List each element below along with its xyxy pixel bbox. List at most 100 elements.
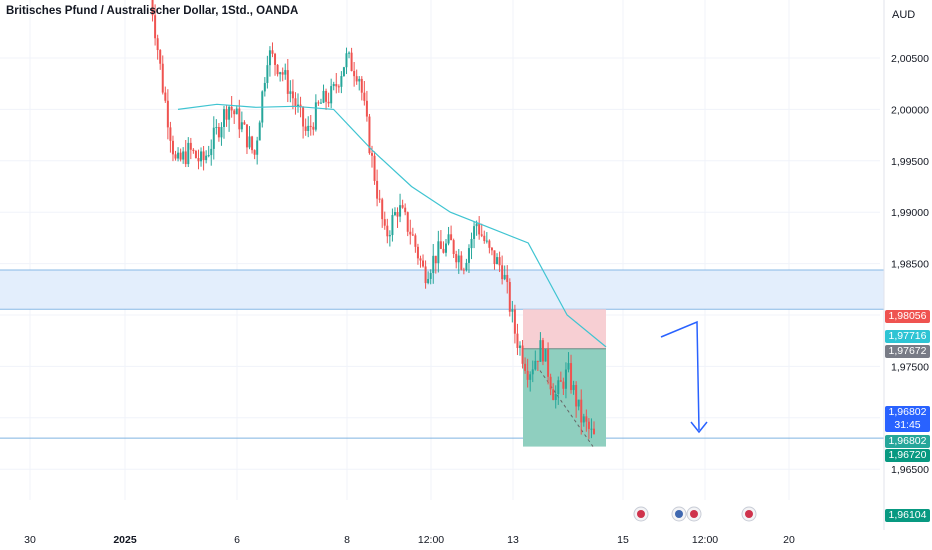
candle-body [256,140,259,155]
candle-body [475,223,478,227]
candle-body [325,90,328,102]
candle-body [452,240,455,254]
x-tick-label: 2025 [113,534,137,546]
candle-body [220,127,223,138]
candle-body [381,199,384,220]
candle-body [590,428,593,430]
x-tick-label: 8 [344,534,350,546]
candle-body [276,64,279,75]
moving-average-line [177,103,607,348]
candle-body [442,248,445,253]
candle-body [406,212,409,232]
candle-body [156,38,159,51]
candle-body [383,219,386,226]
candle-body [177,152,180,159]
candle-body [473,226,476,239]
price-tag: 1,96802 [885,435,930,448]
candle-body [485,240,488,242]
candle-body [217,127,220,138]
candle-body [391,215,394,236]
candle-body [205,155,208,161]
candle-body [559,380,562,382]
candle-body [360,78,363,93]
take-profit-area[interactable] [523,348,606,447]
candle-body [187,142,190,165]
candle-body [358,78,361,82]
candle-body [434,255,437,264]
candle-body [302,107,305,127]
candle-body [240,122,243,130]
candle-body [496,257,499,265]
candle-body [235,108,238,115]
projection-arrow[interactable] [660,320,700,431]
y-tick-label: 1,99500 [891,156,929,168]
stop-loss-area[interactable] [523,309,606,349]
candle-body [268,50,271,66]
y-tick-label: 1,99000 [891,207,929,219]
candle-body [439,241,442,249]
candle-body [429,273,432,279]
candle-body [593,428,595,435]
y-tick-label: 1,97500 [891,361,929,373]
candle-body [465,262,468,271]
resistance-zone[interactable] [0,269,884,310]
candle-body [342,67,345,77]
candle-body [365,100,368,117]
candle-body [294,98,297,106]
candle-body [355,76,358,82]
candle-body [526,370,529,380]
candle-body [575,385,578,407]
candle-body [450,234,453,241]
x-tick-label: 13 [507,534,519,546]
candle-body [350,52,353,71]
candle-body [524,363,527,371]
candle-body [516,333,519,348]
candle-body [554,394,557,400]
candle-body [322,90,325,103]
candle-body [519,345,521,348]
candle-body [215,127,218,129]
candle-body [312,126,315,130]
candle-body [396,212,399,217]
candle-body [332,84,335,87]
candle-body [393,212,396,216]
x-tick-label: 15 [617,534,629,546]
candle-body [447,234,450,244]
candle-body [404,207,407,213]
candle-body [498,257,501,266]
candle-body [228,106,231,120]
candle-body [488,240,491,248]
candle-body [164,92,167,101]
candle-body [427,278,430,284]
candle-body [521,345,524,364]
candle-body [286,70,289,94]
candle-body [289,91,292,94]
candle-body [570,363,573,391]
candle-body [503,274,506,280]
x-tick-label: 30 [24,534,36,546]
candle-body [376,180,379,199]
candle-body [192,149,195,152]
candle-body [585,416,588,422]
candle-body [327,101,330,104]
x-tick-label: 20 [783,534,795,546]
candle-body [171,140,174,155]
candle-body [207,155,210,157]
candle-body [251,136,254,151]
candle-body [378,198,381,200]
candle-body [154,15,157,39]
candle-body [284,70,287,75]
candle-body [233,110,236,115]
candle-body [534,360,537,370]
y-tick-label: 1,96500 [891,464,929,476]
price-tag: 1,96720 [885,449,930,462]
candle-body [562,381,565,389]
candle-body [467,248,470,263]
candle-body [248,136,251,148]
arrow-head-icon [690,421,708,434]
candle-body [432,255,435,274]
candle-body [279,72,282,75]
candle-body [348,52,351,54]
candle-body [478,223,481,235]
